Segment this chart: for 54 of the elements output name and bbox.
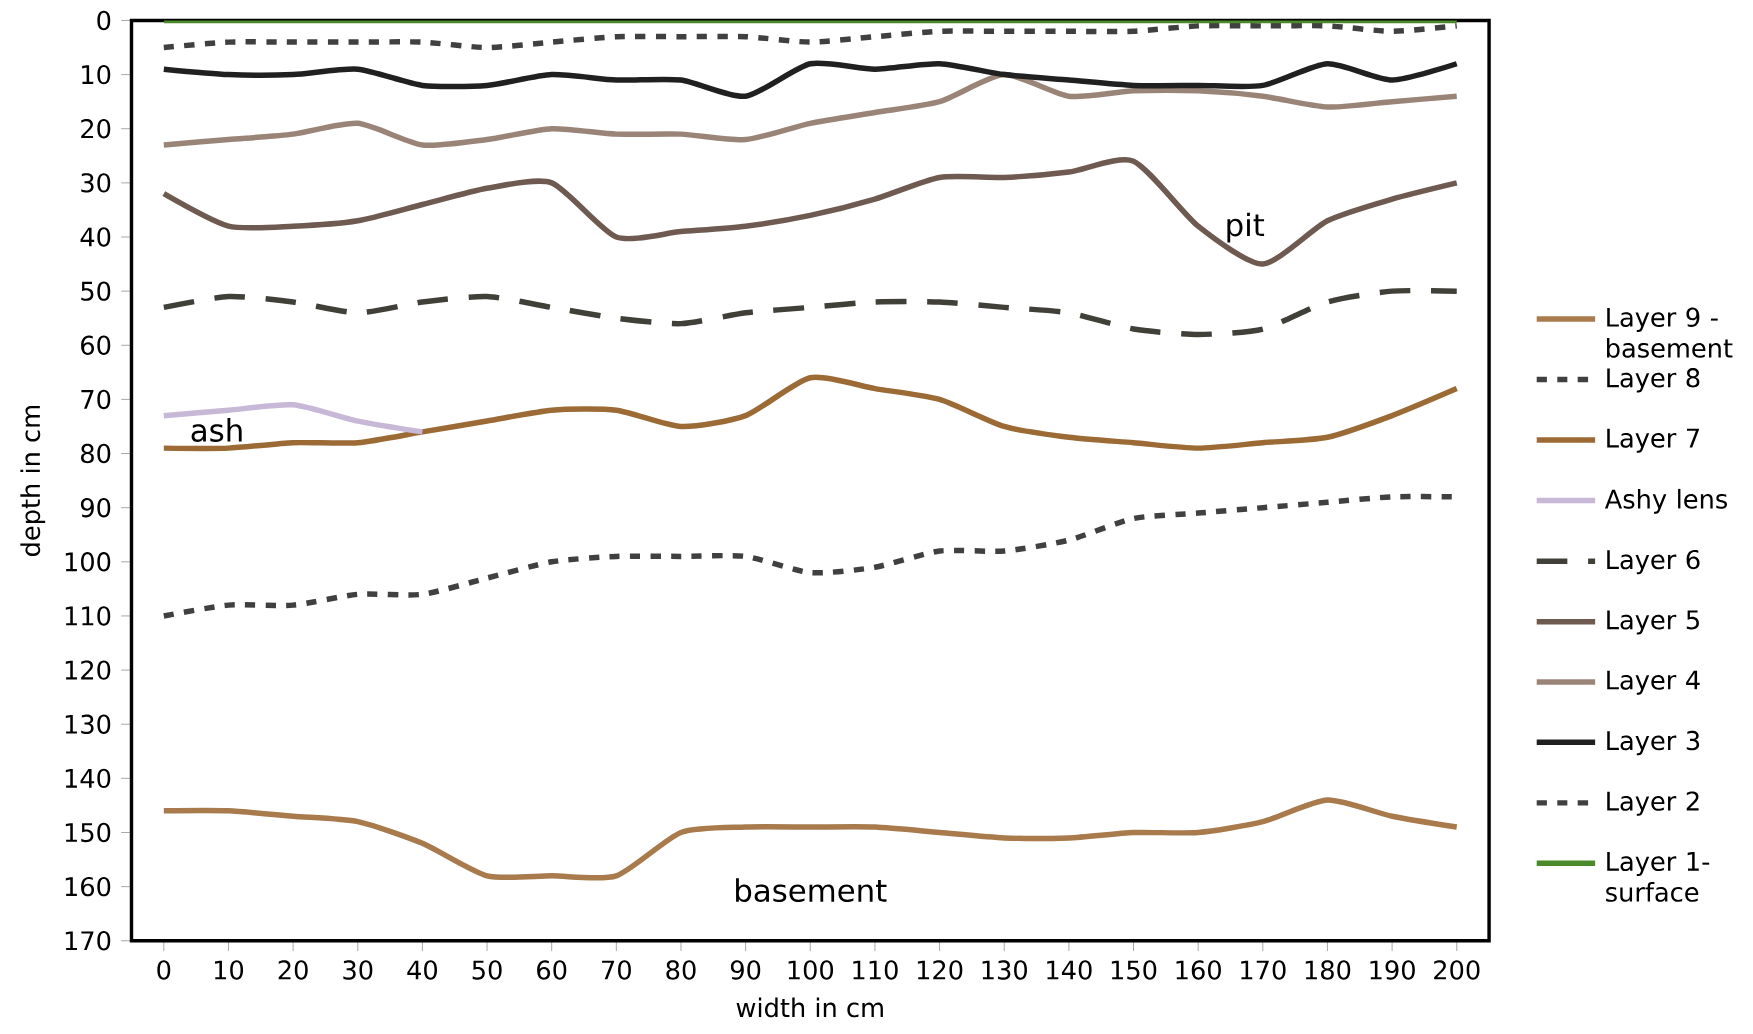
y-tick-label: 100 bbox=[65, 551, 111, 572]
x-tick-label: 90 bbox=[730, 960, 761, 980]
y-tick-label: 160 bbox=[65, 876, 111, 897]
legend-label: Layer 9 - basement bbox=[1607, 307, 1733, 358]
legend-label: Layer 2 bbox=[1607, 791, 1699, 816]
x-tick-label: 160 bbox=[1176, 960, 1221, 980]
legend-label: Layer 6 bbox=[1607, 549, 1700, 575]
y-tick-label: 0 bbox=[97, 10, 111, 31]
y-tick-label: 10 bbox=[82, 64, 111, 85]
legend-label: Layer 4 bbox=[1607, 670, 1700, 695]
y-tick-label: 40 bbox=[80, 227, 111, 247]
legend-label: Layer 3 bbox=[1607, 730, 1700, 756]
y-tick-label: 130 bbox=[65, 714, 111, 734]
legend-label: Layer 7 bbox=[1607, 428, 1699, 453]
y-tick-label: 140 bbox=[65, 768, 111, 788]
legend-label: Ashy lens bbox=[1604, 488, 1727, 514]
annotation: ash bbox=[191, 417, 242, 442]
y-tick-label: 150 bbox=[65, 822, 111, 843]
x-tick-label: 130 bbox=[982, 960, 1027, 980]
x-axis-title: width in cm bbox=[736, 997, 883, 1018]
x-tick-label: 50 bbox=[472, 960, 502, 980]
x-tick-label: 60 bbox=[537, 960, 567, 980]
y-tick-label: 60 bbox=[81, 335, 111, 355]
x-tick-label: 40 bbox=[407, 960, 437, 980]
annotation: pit bbox=[1227, 212, 1265, 243]
x-tick-label: 30 bbox=[343, 960, 373, 980]
x-tick-label: 200 bbox=[1434, 960, 1480, 980]
legend-label: Layer 8 bbox=[1607, 367, 1700, 393]
x-tick-label: 110 bbox=[853, 960, 898, 980]
y-tick-label: 70 bbox=[81, 389, 111, 409]
legend-label: Layer 1- surface bbox=[1606, 851, 1710, 902]
y-tick-label: 110 bbox=[65, 606, 111, 626]
y-axis-title: depth in cm bbox=[20, 405, 46, 556]
x-tick-label: 190 bbox=[1370, 960, 1415, 980]
x-tick-label: 10 bbox=[214, 960, 244, 980]
x-tick-label: 140 bbox=[1047, 960, 1092, 980]
y-tick-label: 30 bbox=[81, 173, 111, 193]
x-tick-label: 70 bbox=[602, 960, 631, 980]
y-tick-label: 170 bbox=[65, 930, 111, 951]
x-tick-label: 0 bbox=[157, 960, 171, 980]
x-tick-label: 150 bbox=[1111, 960, 1157, 980]
x-tick-label: 170 bbox=[1241, 960, 1286, 980]
y-tick-label: 50 bbox=[81, 281, 111, 301]
annotation: basement bbox=[736, 878, 887, 902]
x-tick-label: 80 bbox=[666, 960, 696, 980]
y-tick-label: 20 bbox=[81, 118, 111, 139]
x-tick-label: 120 bbox=[917, 960, 963, 980]
y-tick-label: 90 bbox=[80, 497, 111, 518]
x-tick-label: 100 bbox=[788, 960, 834, 980]
x-tick-label: 20 bbox=[278, 960, 308, 980]
y-tick-label: 80 bbox=[81, 443, 111, 464]
y-tick-label: 120 bbox=[65, 660, 111, 680]
legend-label: Layer 5 bbox=[1607, 610, 1699, 635]
x-tick-label: 180 bbox=[1305, 960, 1351, 980]
